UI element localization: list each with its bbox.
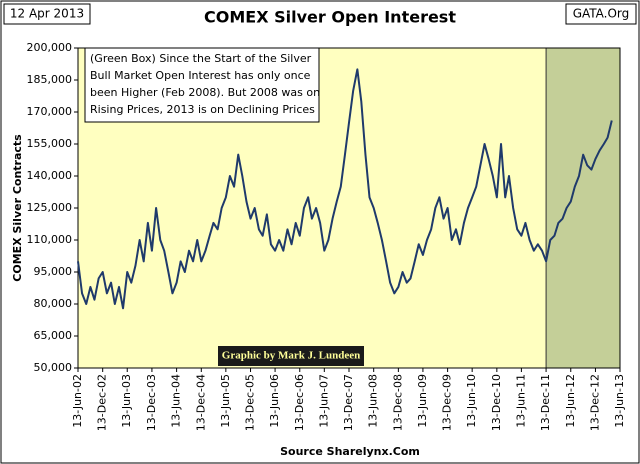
x-tick-label: 13-Jun-07 xyxy=(317,374,330,428)
annotation-line: Bull Market Open Interest has only once xyxy=(90,69,311,82)
y-tick-label: 110,000 xyxy=(27,233,73,246)
x-tick-label: 13-Dec-05 xyxy=(244,374,257,431)
x-tick-label: 13-Dec-10 xyxy=(490,374,503,431)
x-tick-label: 13-Jun-11 xyxy=(514,374,527,428)
x-tick-label: 13-Jun-13 xyxy=(613,374,626,428)
y-tick-label: 80,000 xyxy=(34,297,73,310)
y-tick-label: 95,000 xyxy=(34,265,73,278)
y-tick-label: 125,000 xyxy=(27,201,73,214)
y-tick-label: 50,000 xyxy=(34,361,73,374)
x-tick-label: 13-Dec-04 xyxy=(194,374,207,431)
y-axis-label: COMEX Silver Contracts xyxy=(11,134,24,282)
date-label: 12 Apr 2013 xyxy=(10,7,84,21)
annotation-box xyxy=(84,47,320,123)
x-tick-label: 13-Jun-04 xyxy=(170,374,183,428)
x-tick-label: 13-Jun-08 xyxy=(367,374,380,428)
site-box xyxy=(565,3,637,25)
y-tick-label: 65,000 xyxy=(34,329,73,342)
x-tick-label: 13-Jun-12 xyxy=(564,374,577,428)
y-tick-label: 170,000 xyxy=(27,105,73,118)
y-tick-label: 200,000 xyxy=(27,41,73,54)
y-tick-label: 155,000 xyxy=(27,137,73,150)
shaded-region xyxy=(545,47,621,369)
credit-box xyxy=(218,346,364,366)
x-tick-label: 13-Jun-10 xyxy=(465,374,478,428)
x-tick-label: 13-Dec-09 xyxy=(441,374,454,431)
date-box xyxy=(3,3,91,25)
x-tick-label: 13-Dec-06 xyxy=(293,374,306,431)
x-tick-label: 13-Dec-11 xyxy=(539,374,552,431)
y-tick-label: 140,000 xyxy=(27,169,73,182)
x-tick-label: 13-Jun-02 xyxy=(71,374,84,428)
credit-label: Graphic by Mark J. Lundeen xyxy=(222,350,360,362)
data-line xyxy=(77,68,613,310)
source-label: Source Sharelynx.Com xyxy=(280,445,420,458)
x-tick-label: 13-Dec-08 xyxy=(391,374,404,431)
annotation-line: Rising Prices, 2013 is on Declining Pric… xyxy=(90,103,315,116)
annotation-line: (Green Box) Since the Start of the Silve… xyxy=(90,52,312,65)
x-tick-label: 13-Dec-12 xyxy=(588,374,601,431)
x-tick-label: 13-Jun-09 xyxy=(416,374,429,428)
x-tick-label: 13-Dec-02 xyxy=(96,374,109,431)
y-tick-label: 185,000 xyxy=(27,73,73,86)
x-tick-label: 13-Jun-05 xyxy=(219,374,232,428)
x-tick-label: 13-Dec-07 xyxy=(342,374,355,431)
x-tick-label: 13-Dec-03 xyxy=(145,374,158,431)
chart-title: COMEX Silver Open Interest xyxy=(204,8,456,27)
x-tick-label: 13-Jun-03 xyxy=(120,374,133,428)
site-label: GATA.Org xyxy=(573,7,630,21)
x-tick-label: 13-Jun-06 xyxy=(268,374,281,428)
annotation-line: been Higher (Feb 2008). But 2008 was on xyxy=(90,86,320,99)
